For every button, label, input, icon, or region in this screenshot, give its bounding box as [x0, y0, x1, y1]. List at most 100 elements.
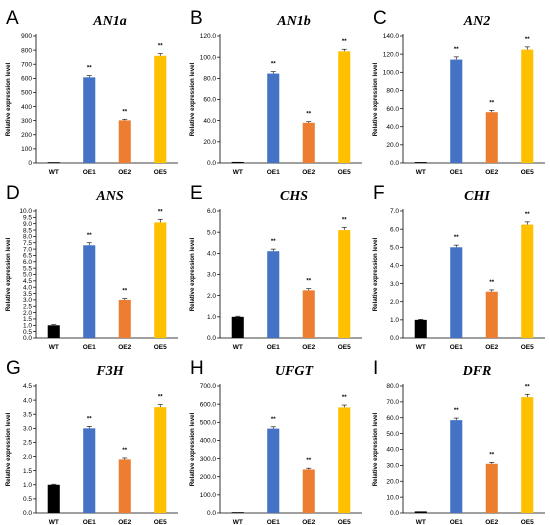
- bar-oe1: [83, 428, 96, 513]
- significance-marker: **: [489, 280, 494, 286]
- bar-oe2: [302, 122, 315, 163]
- bar-wt: [47, 162, 60, 163]
- y-axis-label: Relative expression level: [372, 412, 379, 486]
- bar-wt: [47, 325, 60, 338]
- x-tick-label: WT: [49, 344, 59, 351]
- y-tick-label: 0.0: [390, 160, 399, 167]
- panel-A: A AN1a Relative expression level 0 100 200 300…: [5, 8, 178, 176]
- significance-marker: **: [342, 39, 347, 45]
- significance-marker: **: [342, 395, 347, 401]
- bar-oe1: [83, 77, 96, 163]
- y-tick-label: 200: [21, 132, 32, 139]
- x-tick-label: OE2: [302, 519, 315, 525]
- y-axis-label: Relative expression level: [5, 412, 12, 486]
- y-tick-label: 0.0: [390, 510, 399, 517]
- significance-marker: **: [271, 417, 276, 423]
- y-tick-label: 5.0: [23, 272, 32, 279]
- bar-wt: [231, 161, 244, 163]
- y-tick-label: 1.0: [23, 323, 32, 330]
- y-axis-label: Relative expression level: [189, 237, 196, 311]
- bar-oe2: [302, 469, 315, 513]
- bar-oe1: [450, 420, 463, 513]
- y-tick-label: 0.0: [390, 335, 399, 342]
- bar-oe5: [521, 224, 534, 338]
- y-tick-label: 700.0: [200, 383, 217, 390]
- y-tick-label: 800: [21, 47, 32, 54]
- significance-marker: **: [122, 448, 127, 454]
- significance-marker: **: [158, 44, 163, 50]
- bar-wt: [231, 512, 244, 513]
- x-tick-label: OE5: [521, 344, 534, 351]
- y-tick-label: 300: [21, 118, 32, 125]
- x-tick-label: OE5: [154, 519, 167, 525]
- bar-oe1: [83, 245, 96, 338]
- significance-marker: **: [489, 100, 494, 106]
- y-tick-label: 3.0: [23, 426, 32, 433]
- chart-title: CHS: [280, 189, 308, 204]
- y-tick-label: 0.5: [23, 329, 32, 336]
- y-tick-label: 2.5: [23, 440, 32, 447]
- bar-oe1: [267, 73, 280, 163]
- y-tick-label: 0.0: [207, 335, 216, 342]
- bar-wt: [231, 316, 244, 338]
- x-tick-label: OE1: [267, 519, 280, 525]
- y-axis-label: Relative expression level: [372, 62, 379, 136]
- panel-letter: G: [6, 358, 21, 379]
- y-tick-label: 0.0: [207, 160, 216, 167]
- x-tick-label: OE5: [338, 344, 351, 351]
- y-tick-label: 10.0: [386, 494, 399, 501]
- y-tick-label: 40.0: [386, 124, 399, 131]
- y-tick-label: 1.5: [23, 316, 32, 323]
- panel-letter: F: [373, 183, 385, 204]
- y-tick-label: 100.0: [200, 492, 217, 499]
- significance-marker: **: [122, 289, 127, 295]
- significance-marker: **: [489, 452, 494, 458]
- significance-marker: **: [454, 408, 459, 414]
- y-tick-label: 6.5: [23, 253, 32, 260]
- y-tick-label: 300.0: [200, 456, 217, 463]
- x-tick-label: OE5: [521, 519, 534, 525]
- y-tick-label: 50.0: [386, 431, 399, 438]
- x-tick-label: WT: [233, 519, 243, 525]
- bar-oe5: [521, 397, 534, 513]
- x-tick-label: OE1: [450, 519, 463, 525]
- panel-letter: A: [6, 8, 19, 29]
- y-tick-label: 80.0: [386, 383, 399, 390]
- y-tick-label: 1.5: [23, 468, 32, 475]
- bar-oe2: [118, 459, 131, 513]
- x-tick-label: OE2: [118, 344, 131, 351]
- x-tick-label: OE2: [118, 519, 131, 525]
- y-tick-label: 20.0: [386, 478, 399, 485]
- bar-oe2: [485, 112, 498, 163]
- bar-oe5: [154, 222, 167, 338]
- chart-title: AN2: [463, 14, 490, 29]
- x-tick-label: OE5: [338, 519, 351, 525]
- y-axis-label: Relative expression level: [189, 62, 196, 136]
- y-tick-label: 600: [21, 76, 32, 83]
- x-tick-label: WT: [233, 169, 243, 176]
- y-tick-label: 0: [28, 160, 32, 167]
- bar-wt: [414, 319, 427, 338]
- x-tick-label: OE2: [302, 169, 315, 176]
- y-tick-label: 7.0: [390, 208, 399, 215]
- y-tick-label: 400: [21, 104, 32, 111]
- y-tick-label: 60.0: [386, 106, 399, 113]
- y-tick-label: 1.0: [23, 482, 32, 489]
- chart-title: ANS: [95, 189, 123, 204]
- significance-marker: **: [271, 62, 276, 68]
- y-tick-label: 0.0: [23, 335, 32, 342]
- x-tick-label: WT: [416, 344, 426, 351]
- y-tick-label: 3.0: [207, 272, 216, 279]
- y-tick-label: 4.5: [23, 278, 32, 285]
- y-tick-label: 7.5: [23, 240, 32, 247]
- significance-marker: **: [525, 37, 530, 43]
- y-tick-label: 4.0: [23, 284, 32, 291]
- y-tick-label: 4.5: [23, 383, 32, 390]
- significance-marker: **: [87, 66, 92, 72]
- panel-C: C AN2 Relative expression level 0.0 20.0 40.0…: [372, 8, 545, 176]
- x-tick-label: OE2: [485, 344, 498, 351]
- panel-letter: H: [190, 358, 204, 379]
- y-tick-label: 6.0: [207, 208, 216, 215]
- y-tick-label: 120.0: [200, 33, 217, 40]
- bar-oe2: [118, 299, 131, 338]
